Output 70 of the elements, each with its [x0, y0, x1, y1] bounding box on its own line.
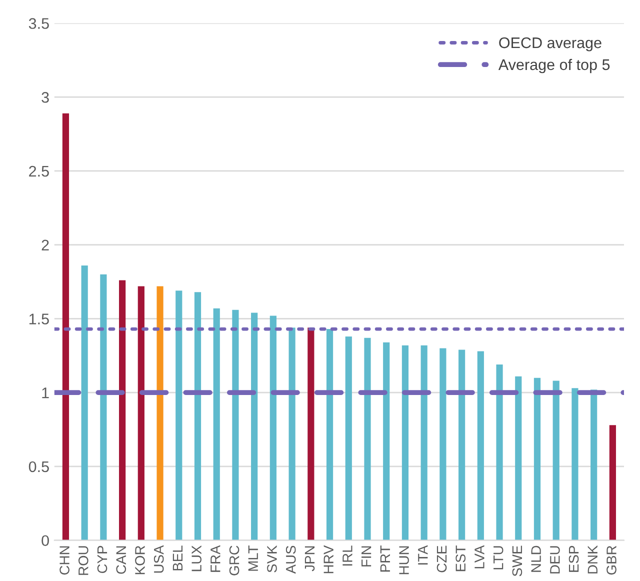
- bar: [308, 328, 314, 540]
- bar: [609, 425, 616, 540]
- x-tick-label: FRA: [210, 545, 220, 572]
- x-tick-label: LTU: [494, 546, 504, 570]
- x-tick-label: CYP: [97, 546, 108, 574]
- legend-label: Average of top 5: [498, 58, 610, 74]
- x-tick-label: DNK: [588, 545, 598, 574]
- bar: [420, 345, 428, 540]
- x-tick-label: AUS: [286, 546, 296, 574]
- bar: [534, 378, 541, 540]
- y-tick-label: 2: [42, 240, 49, 250]
- x-tick-label: CAN: [116, 546, 126, 574]
- bar: [572, 388, 578, 540]
- x-tick-label: LUX: [192, 545, 202, 572]
- x-tick-label: LVA: [474, 545, 484, 568]
- legend-label: OECD average: [499, 37, 602, 52]
- y-tick-label: 1.5: [29, 314, 49, 324]
- bar: [326, 329, 334, 540]
- x-tick-label: ROU: [78, 546, 88, 575]
- x-tick-label: GRC: [229, 546, 240, 576]
- x-tick-label: SWE: [512, 546, 522, 576]
- y-tick-label: 2.5: [29, 166, 49, 177]
- bar: [62, 113, 70, 540]
- bar: [552, 380, 560, 540]
- x-tick-label: SVK: [267, 545, 277, 572]
- y-tick-label: 1: [42, 388, 49, 398]
- x-tick-label: USA: [154, 545, 164, 573]
- bar: [176, 290, 182, 540]
- x-tick-label: CZE: [436, 546, 447, 572]
- x-tick-label: DEU: [550, 546, 560, 574]
- bar: [477, 351, 484, 540]
- x-tick-label: CHN: [60, 546, 70, 575]
- bar: [251, 312, 258, 540]
- x-tick-label: JPN: [304, 546, 315, 572]
- bar: [590, 390, 598, 540]
- bar: [496, 364, 503, 540]
- x-tick-label: HUN: [399, 546, 409, 574]
- bar: [81, 266, 88, 540]
- x-tick-label: FIN: [362, 546, 372, 566]
- x-tick-label: ESP: [568, 546, 579, 572]
- y-tick-label: 3: [42, 92, 49, 103]
- x-tick-label: KOR: [135, 546, 145, 574]
- bar: [100, 274, 107, 540]
- x-tick-label: ITA: [418, 545, 428, 564]
- bar: [345, 336, 352, 540]
- x-tick-label: NLD: [531, 546, 541, 572]
- y-tick-label: 0: [42, 535, 49, 546]
- bar: [138, 286, 144, 540]
- x-tick-label: MLT: [248, 546, 258, 571]
- y-tick-label: 3.5: [28, 18, 49, 29]
- bar: [458, 350, 466, 540]
- x-tick-label: HRV: [324, 545, 334, 574]
- x-tick-label: BEL: [172, 546, 182, 570]
- y-tick-label: 0.5: [28, 461, 49, 472]
- bar: [383, 342, 390, 540]
- x-tick-label: IRL: [342, 546, 352, 566]
- bar: [194, 292, 202, 540]
- bar: [156, 286, 164, 540]
- bar: [119, 280, 126, 540]
- x-tick-label: EST: [456, 546, 466, 572]
- bar: [213, 308, 220, 540]
- x-tick-label: GBR: [606, 546, 616, 575]
- bar: [270, 316, 276, 540]
- bar: [364, 338, 371, 540]
- bar: [515, 376, 522, 540]
- bar: [288, 328, 296, 540]
- bar: [440, 348, 446, 540]
- bar: [402, 345, 409, 540]
- bar: [232, 310, 239, 540]
- x-tick-label: PRT: [380, 546, 390, 572]
